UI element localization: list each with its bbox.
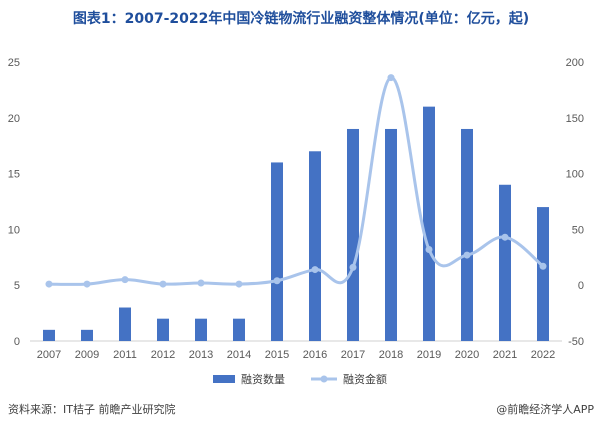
chart-title: 图表1：2007-2022年中国冷链物流行业融资整体情况(单位：亿元，起) <box>72 11 530 27</box>
x-tick-label: 2016 <box>303 349 327 361</box>
point-financing-amount <box>311 266 319 274</box>
x-tick-label: 2009 <box>75 349 99 361</box>
point-financing-amount <box>197 279 205 287</box>
y-right-tick-label: 0 <box>578 280 584 292</box>
y-left-tick-label: 25 <box>8 57 20 69</box>
legend-marker-line <box>320 375 328 383</box>
bar-financing-count <box>461 128 473 341</box>
bar-financing-count <box>271 162 283 341</box>
bar-financing-count <box>233 318 245 341</box>
x-tick-label: 2022 <box>531 349 555 361</box>
bar-financing-count <box>423 106 435 341</box>
bar-financing-count <box>537 207 549 341</box>
x-tick-label: 2019 <box>417 349 441 361</box>
y-left-tick-label: 20 <box>8 113 20 125</box>
y-right-tick-label: 150 <box>566 113 584 125</box>
y-right-tick-label: -50 <box>568 336 584 348</box>
legend-swatch-bar <box>213 375 235 383</box>
bar-financing-count <box>385 128 397 341</box>
point-financing-amount <box>539 262 547 270</box>
y-right-tick-label: 50 <box>572 224 584 236</box>
y-left-tick-label: 15 <box>8 169 20 181</box>
bar-financing-count <box>499 184 511 341</box>
x-tick-label: 2014 <box>227 349 251 361</box>
line-financing-amount <box>48 76 544 286</box>
bar-financing-count <box>119 307 131 341</box>
legend-label-line: 融资金额 <box>343 372 387 386</box>
point-financing-amount <box>425 245 433 253</box>
point-financing-amount <box>45 280 53 288</box>
point-financing-amount <box>349 263 357 271</box>
x-tick-label: 2007 <box>37 349 61 361</box>
bar-financing-count <box>157 318 169 341</box>
x-tick-label: 2011 <box>113 349 137 361</box>
bar-financing-count <box>347 128 359 341</box>
x-tick-label: 2020 <box>455 349 479 361</box>
point-financing-amount <box>121 276 129 284</box>
point-financing-amount <box>387 74 395 82</box>
y-left-tick-label: 5 <box>14 280 20 292</box>
y-left-tick-label: 10 <box>8 224 20 236</box>
x-tick-label: 2013 <box>189 349 213 361</box>
bar-financing-count <box>195 318 207 341</box>
bar-financing-count <box>81 329 93 341</box>
point-financing-amount <box>83 280 91 288</box>
x-tick-label: 2012 <box>151 349 175 361</box>
bar-financing-count <box>309 151 321 341</box>
point-financing-amount <box>235 280 243 288</box>
x-tick-label: 2018 <box>379 349 403 361</box>
brand-note: @前瞻经济学人APP <box>496 403 594 416</box>
point-financing-amount <box>273 277 281 285</box>
point-financing-amount <box>463 251 471 259</box>
y-right-tick-label: 200 <box>566 57 584 69</box>
bar-financing-count <box>43 329 55 341</box>
x-tick-label: 2017 <box>341 349 365 361</box>
source-note: 资料来源：IT桔子 前瞻产业研究院 <box>8 403 176 416</box>
x-tick-label: 2015 <box>265 349 289 361</box>
point-financing-amount <box>501 233 509 241</box>
y-right-tick-label: 100 <box>566 169 584 181</box>
point-financing-amount <box>159 280 167 288</box>
legend-label-bar: 融资数量 <box>241 373 285 386</box>
y-left-tick-label: 0 <box>14 336 20 348</box>
x-tick-label: 2021 <box>493 349 517 361</box>
